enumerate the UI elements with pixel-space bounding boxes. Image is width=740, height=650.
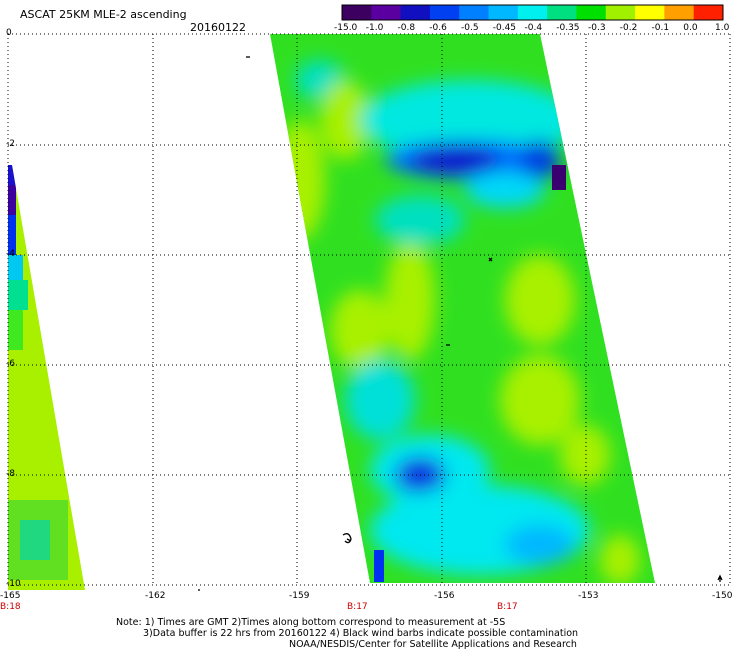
color-bar-segment	[693, 5, 724, 20]
color-bar-label: -0.3	[588, 23, 606, 33]
color-bar-segment	[547, 5, 577, 20]
note-line-2: 3)Data buffer is 22 hrs from 20160122 4)…	[143, 628, 579, 639]
time-label-right: B:17	[497, 602, 518, 612]
lat-tick-4: -4	[6, 249, 15, 259]
color-bar-label: -0.2	[619, 23, 638, 33]
time-label-mid: B:17	[347, 602, 368, 612]
color-bar-label: -0.35	[556, 23, 580, 33]
color-bar-segment	[664, 5, 695, 20]
lat-tick-8: -8	[6, 469, 15, 479]
map-date: 20160122	[190, 21, 246, 34]
right-swath	[270, 34, 655, 583]
lat-tick-6: -6	[6, 359, 15, 369]
color-bar-border	[341, 4, 724, 21]
color-bar-label: -0.8	[397, 23, 416, 33]
color-bar-segment	[342, 5, 372, 20]
time-label-left: B:18	[0, 602, 21, 612]
color-bar-label: 0.0	[683, 23, 698, 33]
lon-tick-156: -156	[434, 591, 455, 601]
color-bar-label: 1.0	[715, 23, 730, 33]
color-bar-label: -0.5	[461, 23, 479, 33]
color-bar-segment	[459, 5, 490, 20]
color-bar-segment	[576, 5, 607, 20]
color-bar-label: -0.1	[651, 23, 670, 33]
color-bar-segment	[605, 5, 636, 20]
lat-tick-2: -2	[6, 139, 15, 149]
lon-tick-159: -159	[289, 591, 310, 601]
map-title: ASCAT 25KM MLE-2 ascending	[20, 8, 187, 21]
graticule	[7, 33, 731, 586]
lat-tick-0: 0	[6, 28, 12, 38]
note-line-3: NOAA/NESDIS/Center for Satellite Applica…	[289, 639, 577, 650]
color-bar-segment	[635, 5, 665, 20]
color-bar-segment	[517, 5, 548, 20]
color-bar-segment	[429, 5, 460, 20]
lon-tick-150: -150	[712, 591, 733, 601]
color-bar-label: -0.4	[524, 23, 543, 33]
lon-tick-153: -153	[578, 591, 599, 601]
color-bar-segment	[371, 5, 402, 20]
lon-tick-162: -162	[145, 591, 166, 601]
lat-tick-10: -10	[6, 579, 21, 589]
left-swath	[8, 165, 85, 590]
color-bar-segment	[488, 5, 519, 20]
color-bar-segment	[400, 5, 431, 20]
color-bar-label: -15.0	[334, 23, 358, 33]
color-bar-label: -1.0	[365, 23, 384, 33]
wind-barbs	[198, 56, 723, 591]
lon-tick-165: -165	[0, 591, 21, 601]
color-bar	[341, 4, 724, 21]
color-bar-label: -0.6	[429, 23, 447, 33]
note-line-1: Note: 1) Times are GMT 2)Times along bot…	[116, 617, 506, 628]
color-bar-label: -0.45	[492, 23, 517, 33]
